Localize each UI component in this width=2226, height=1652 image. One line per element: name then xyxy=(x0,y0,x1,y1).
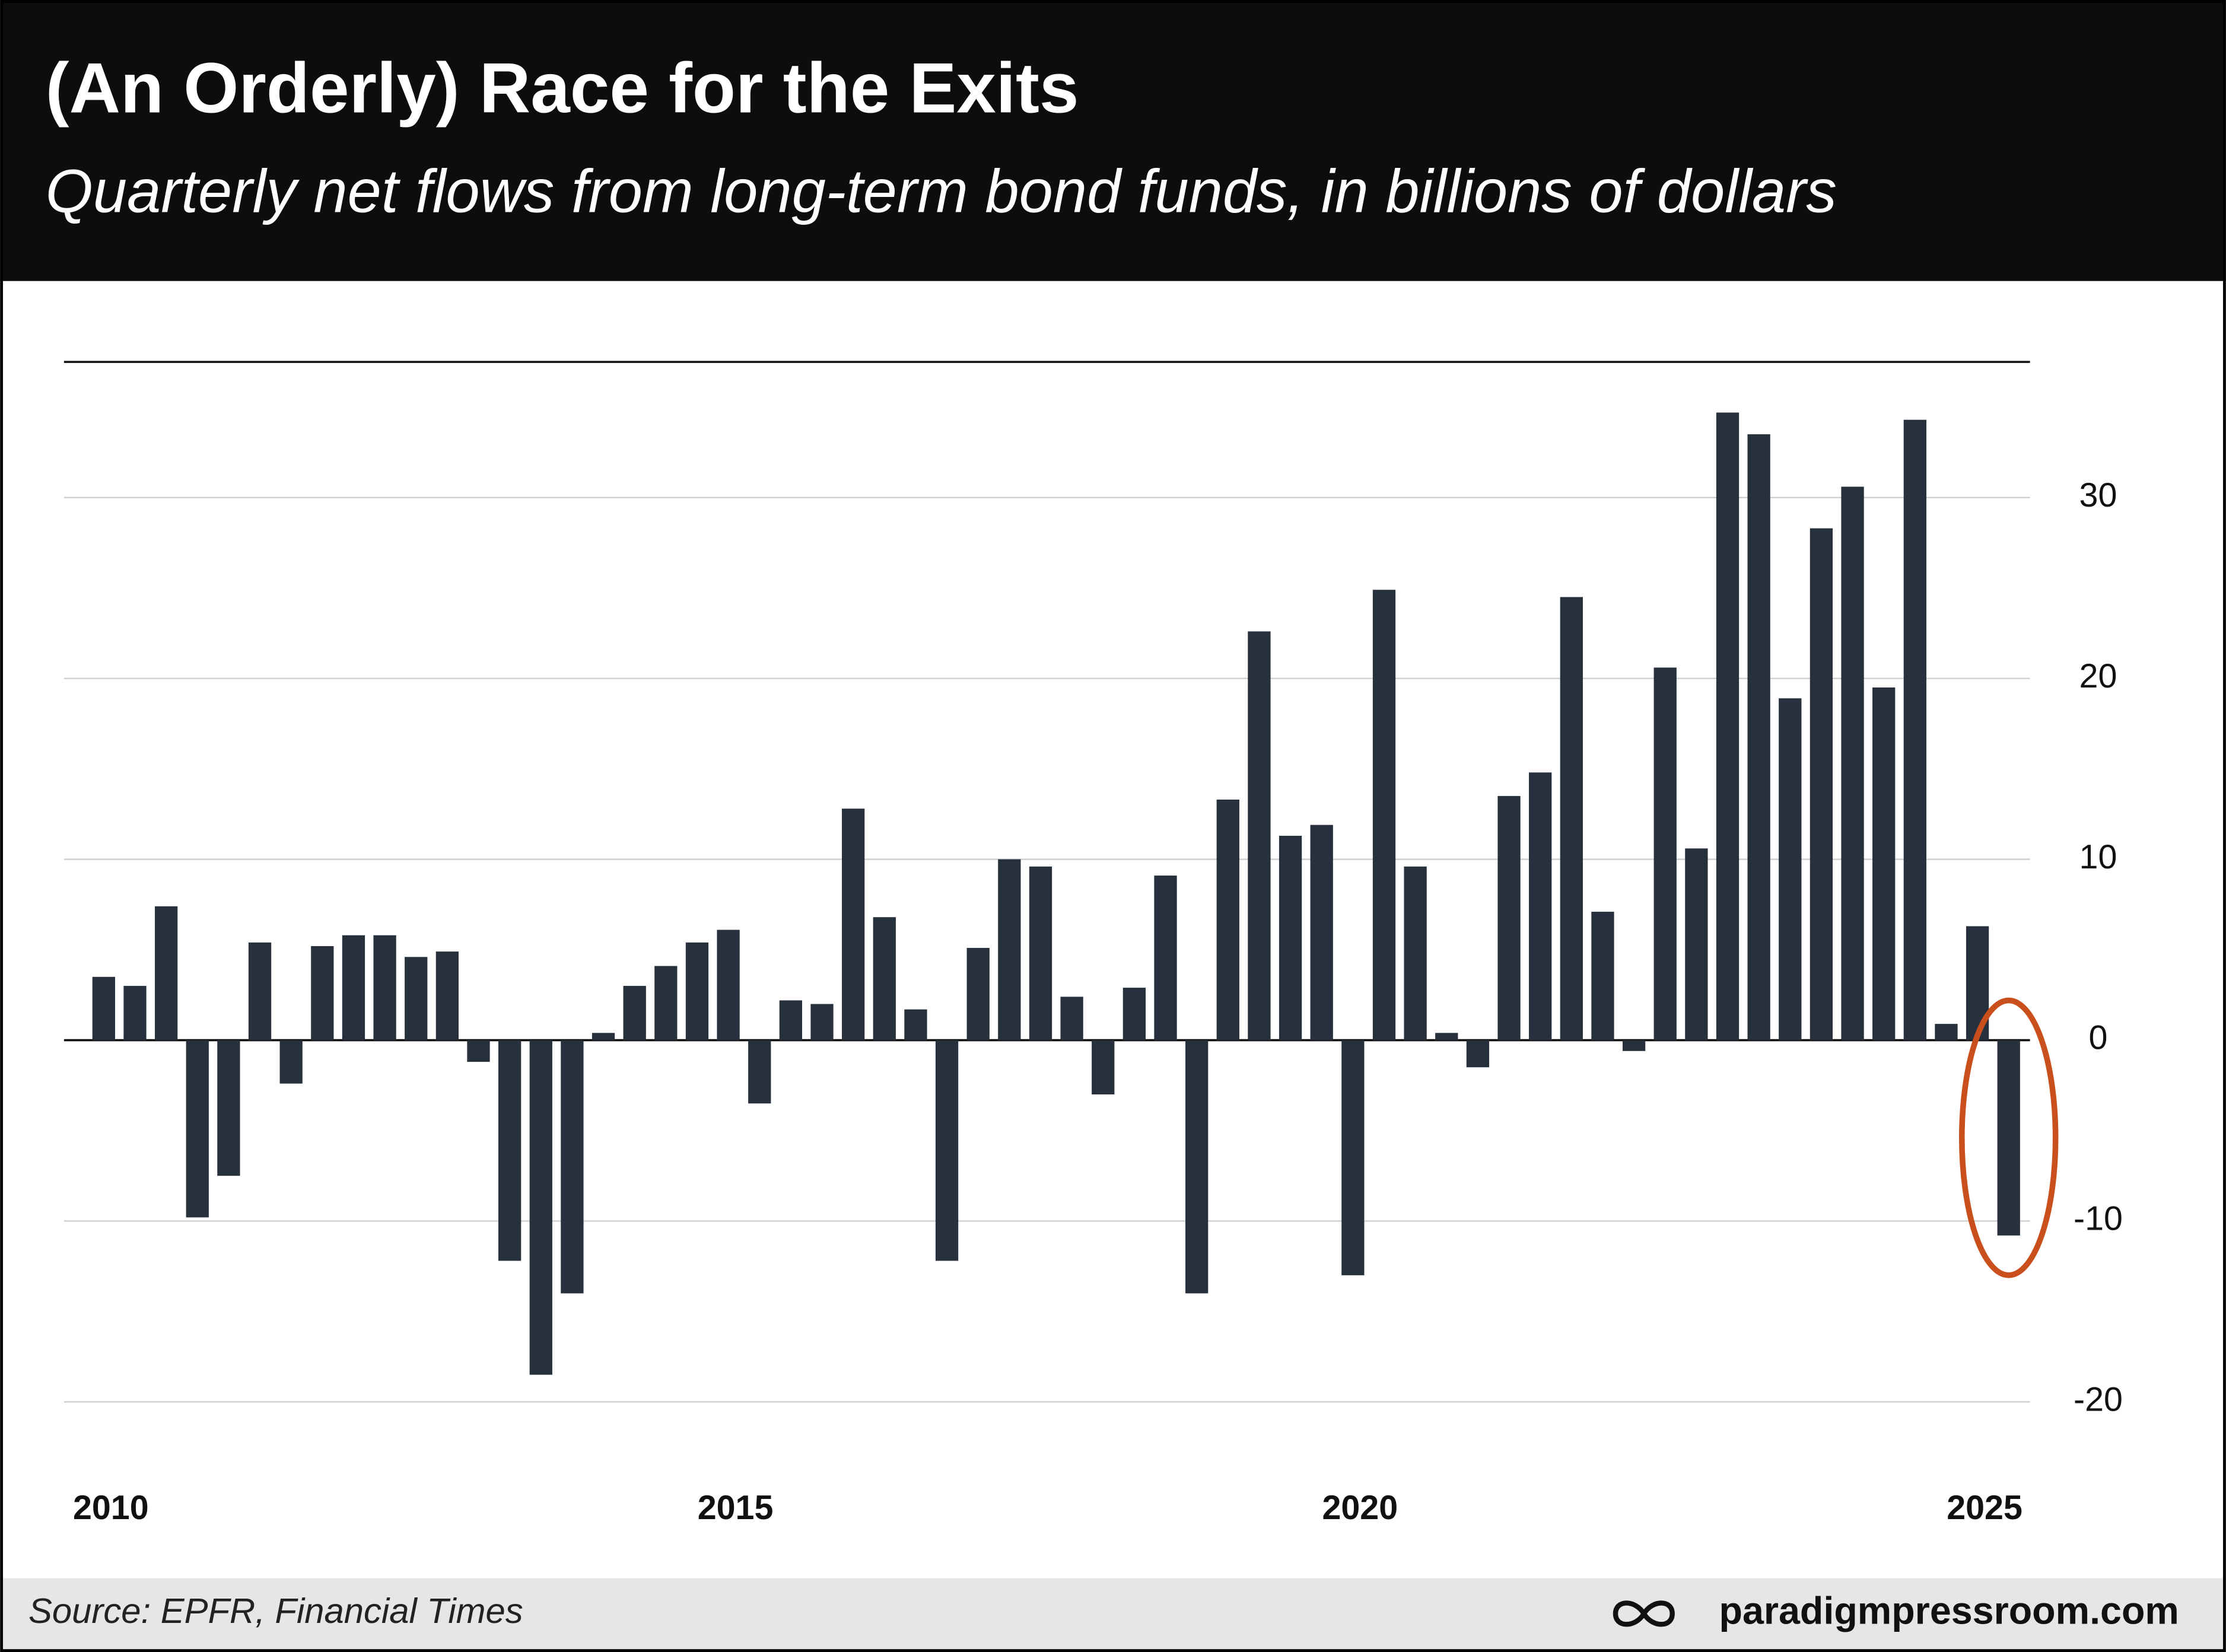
bar xyxy=(1560,597,1583,1040)
brand: paradigmpressroom.com xyxy=(1719,1589,2179,1632)
footer-band xyxy=(0,1578,2226,1652)
bar xyxy=(654,966,678,1040)
y-tick-label: 10 xyxy=(2079,838,2117,876)
bar xyxy=(1841,486,1864,1040)
bar xyxy=(1622,1040,1646,1051)
brand-logo xyxy=(1613,1600,1675,1627)
y-tick-label: 20 xyxy=(2079,657,2117,695)
bar xyxy=(1279,835,1302,1040)
y-tick-label: -20 xyxy=(2074,1381,2123,1419)
x-tick-label: 2015 xyxy=(698,1489,774,1527)
bar xyxy=(1154,876,1177,1040)
bar xyxy=(717,930,740,1040)
bar xyxy=(1997,1040,2020,1236)
bar xyxy=(935,1040,959,1261)
bar xyxy=(186,1040,209,1218)
bar xyxy=(1497,795,1521,1040)
bar xyxy=(1248,631,1271,1040)
bar xyxy=(623,986,646,1040)
y-tick-label: 30 xyxy=(2079,476,2117,514)
bar xyxy=(779,1000,803,1040)
bar xyxy=(154,906,178,1040)
bar xyxy=(1529,772,1552,1040)
bar xyxy=(561,1040,584,1294)
bar xyxy=(1310,825,1333,1040)
bar xyxy=(498,1040,521,1261)
x-tick-label: 2025 xyxy=(1947,1489,2023,1527)
bar xyxy=(467,1040,490,1062)
bar xyxy=(1653,667,1677,1040)
bar xyxy=(873,917,896,1040)
chart-title: (An Orderly) Race for the Exits xyxy=(46,49,1079,128)
bar xyxy=(217,1040,240,1176)
bar xyxy=(1122,988,1146,1040)
bar xyxy=(1810,528,1833,1040)
chart-subtitle: Quarterly net flows from long-term bond … xyxy=(46,157,1837,225)
bar xyxy=(1029,866,1052,1040)
bar xyxy=(123,986,147,1040)
bar xyxy=(248,942,272,1040)
bar xyxy=(1466,1040,1490,1068)
bar xyxy=(373,935,396,1040)
bar xyxy=(1872,687,1896,1040)
bar xyxy=(842,809,865,1040)
bar xyxy=(1903,419,1926,1040)
bar xyxy=(1716,412,1740,1040)
bar xyxy=(405,957,428,1040)
bar xyxy=(998,859,1021,1040)
x-tick-label: 2010 xyxy=(73,1489,149,1527)
bar xyxy=(1779,698,1802,1040)
bar xyxy=(966,948,990,1040)
bar xyxy=(92,976,115,1040)
bar xyxy=(529,1040,552,1375)
bar xyxy=(685,942,709,1040)
bar xyxy=(1092,1040,1115,1095)
bar xyxy=(810,1004,834,1040)
bar xyxy=(1372,590,1396,1040)
y-tick-label: -10 xyxy=(2074,1200,2123,1238)
bar xyxy=(904,1009,927,1040)
bar xyxy=(1685,848,1708,1040)
bar xyxy=(342,935,365,1040)
bar xyxy=(1935,1024,1958,1040)
bar xyxy=(1591,912,1614,1040)
bar xyxy=(592,1033,615,1040)
bar xyxy=(748,1040,771,1104)
bar xyxy=(1435,1033,1458,1040)
x-tick-label: 2020 xyxy=(1322,1489,1398,1527)
source: Source: EPFR, Financial Times xyxy=(28,1591,523,1631)
bar xyxy=(1747,434,1770,1040)
bar xyxy=(311,946,334,1040)
bar xyxy=(1404,866,1427,1040)
header-band xyxy=(0,0,2226,281)
y-tick-label: 0 xyxy=(2089,1019,2108,1057)
highlight-ring xyxy=(1958,997,2059,1278)
bar xyxy=(1060,997,1083,1040)
bar xyxy=(1185,1040,1209,1294)
bar xyxy=(1216,799,1239,1040)
bar xyxy=(279,1040,303,1084)
bar xyxy=(435,951,459,1040)
bar xyxy=(1341,1040,1365,1275)
